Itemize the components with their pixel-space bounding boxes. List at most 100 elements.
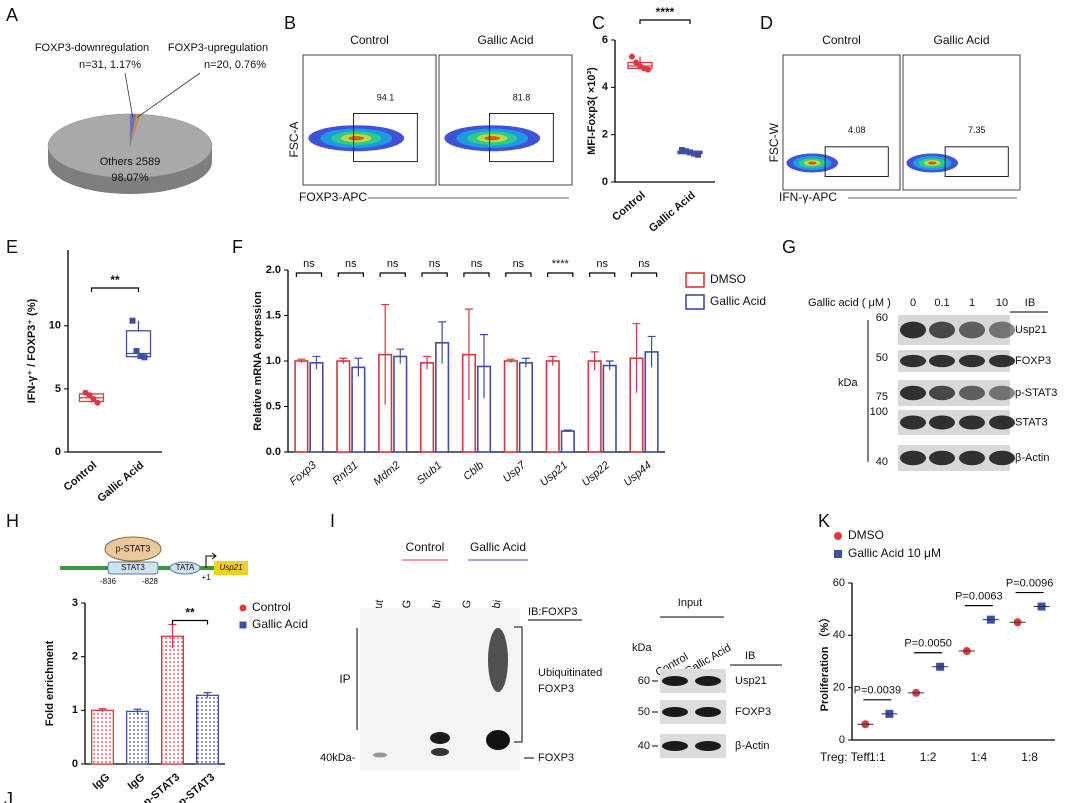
error-bar	[396, 348, 405, 364]
flow-x-label: IFN-γ-APC	[779, 190, 837, 204]
gate-value: 4.08	[848, 125, 866, 135]
kda-marker: 75	[876, 391, 888, 403]
error-bar	[506, 358, 515, 363]
kda-marker: 60	[638, 675, 650, 687]
blot-band	[929, 415, 955, 430]
blot-band	[929, 354, 955, 368]
flow-density	[484, 136, 500, 141]
tata-label: TATA	[176, 563, 195, 572]
kda-marker: 40	[876, 456, 888, 468]
legend-label: DMSO	[848, 528, 884, 542]
kda-marker: 50	[876, 352, 888, 364]
bar	[503, 360, 518, 453]
significance: ns	[345, 258, 357, 270]
leader-line	[136, 72, 201, 118]
factor-label: p-STAT3	[116, 543, 151, 553]
blot-band	[989, 415, 1015, 430]
position-label: -836	[100, 577, 117, 586]
pie-slice	[47, 113, 213, 179]
ub-label: FOXP3	[538, 683, 574, 695]
bar	[602, 364, 617, 453]
panel-letter: I	[330, 511, 335, 531]
flow-title: Gallic Acid	[477, 33, 533, 47]
protein-label: STAT3	[1015, 416, 1048, 428]
error-bar	[438, 321, 447, 364]
error-bar	[605, 360, 614, 371]
bar	[126, 710, 150, 765]
ib-header: IB	[745, 650, 755, 662]
blot-band	[430, 732, 450, 744]
sig-bracket	[171, 619, 209, 625]
gate	[944, 146, 1009, 178]
panel-letter: G	[782, 237, 796, 257]
point	[679, 147, 685, 154]
error-bar	[563, 429, 572, 432]
blot-band	[662, 741, 688, 751]
factor-shape	[104, 536, 162, 562]
y-tick-label: 0	[55, 446, 61, 458]
dose-label: 10	[996, 297, 1008, 309]
kda-marker: 60	[876, 312, 888, 324]
protein-label: FOXP3	[1015, 355, 1051, 367]
legend-marker	[834, 532, 842, 540]
error-bar	[647, 335, 656, 368]
significance: ns	[471, 258, 483, 270]
blot-band	[900, 450, 926, 466]
point	[683, 148, 689, 155]
error-bar	[133, 708, 142, 714]
blot-band	[900, 354, 926, 368]
sig-bracket	[295, 272, 323, 277]
point	[86, 392, 93, 399]
blot-band	[900, 415, 926, 430]
bar	[91, 709, 115, 765]
point	[90, 395, 97, 402]
y-tick-label: 0.5	[266, 400, 281, 412]
bar	[393, 355, 408, 453]
y-tick-label: 1.0	[266, 355, 281, 367]
panel-letter: K	[818, 511, 830, 531]
panel-letter: A	[6, 5, 18, 25]
band-label: FOXP3	[538, 752, 574, 764]
gate	[824, 146, 889, 178]
y-tick-label: 0	[72, 758, 78, 770]
group-label: Gallic Acid	[470, 540, 526, 554]
ub-bracket	[514, 626, 523, 743]
blot-band	[959, 321, 985, 339]
treatment-label: Gallic acid ( μM )	[808, 297, 891, 309]
point	[94, 399, 101, 406]
sig-bracket	[463, 272, 490, 277]
blot-band	[431, 748, 449, 756]
x-tick-label: 1:8	[1021, 750, 1038, 764]
y-tick-label: 0.0	[266, 446, 281, 458]
blot-band	[959, 415, 985, 430]
gate-value: 94.1	[377, 92, 395, 102]
leader-line	[124, 72, 134, 118]
bar	[545, 360, 560, 453]
panel-letter: C	[592, 13, 605, 33]
tata-box	[169, 561, 201, 575]
dose-label: 0	[910, 297, 916, 309]
significance: ****	[656, 5, 675, 19]
significance: ****	[552, 258, 570, 270]
site-box	[107, 561, 159, 575]
significance: ns	[638, 258, 650, 270]
point	[133, 348, 140, 354]
protein-label: Usp21	[735, 675, 767, 687]
panel-letter: D	[760, 13, 773, 33]
sig-bracket	[630, 272, 658, 277]
bar	[560, 430, 575, 453]
p-value: P=0.0096	[1006, 577, 1053, 589]
y-tick-label: 2	[602, 129, 608, 141]
y-tick-label: 4	[602, 81, 609, 93]
legend-label: Control	[252, 600, 291, 614]
y-tick-label: 20	[833, 682, 845, 694]
gate	[353, 113, 418, 163]
protein-label: p-STAT3	[1015, 387, 1057, 399]
blot-band	[959, 385, 985, 401]
protein-label: Usp21	[1015, 324, 1047, 336]
y-tick-label: 40	[833, 629, 845, 641]
input-header: Input	[678, 597, 702, 609]
point	[645, 66, 651, 73]
ip-label: IP	[339, 672, 350, 686]
kda-marker: 50	[638, 706, 650, 718]
